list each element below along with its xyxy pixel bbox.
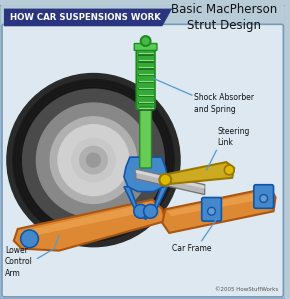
Circle shape — [224, 165, 234, 175]
Polygon shape — [136, 170, 205, 189]
FancyBboxPatch shape — [202, 198, 221, 221]
Polygon shape — [124, 157, 167, 192]
FancyBboxPatch shape — [140, 107, 152, 168]
Circle shape — [134, 205, 148, 218]
Polygon shape — [14, 199, 165, 251]
Polygon shape — [4, 9, 172, 26]
Circle shape — [50, 117, 137, 203]
FancyBboxPatch shape — [136, 48, 155, 109]
Polygon shape — [20, 202, 157, 238]
Polygon shape — [167, 190, 273, 216]
Polygon shape — [124, 187, 167, 219]
Text: Basic MacPherson
Strut Design: Basic MacPherson Strut Design — [171, 3, 278, 32]
Circle shape — [7, 74, 180, 247]
Text: HOW CAR SUSPENSIONS WORK: HOW CAR SUSPENSIONS WORK — [10, 13, 161, 22]
Polygon shape — [162, 188, 276, 233]
Circle shape — [58, 125, 129, 196]
Circle shape — [23, 89, 164, 231]
Circle shape — [160, 174, 171, 186]
FancyBboxPatch shape — [2, 24, 283, 297]
Text: Lower
Control
Arm: Lower Control Arm — [5, 246, 33, 277]
Circle shape — [141, 36, 151, 46]
Circle shape — [13, 80, 174, 241]
Circle shape — [87, 153, 100, 167]
FancyBboxPatch shape — [0, 4, 286, 299]
Circle shape — [80, 146, 107, 174]
Polygon shape — [136, 169, 205, 195]
Polygon shape — [161, 162, 234, 185]
Text: Car Frame: Car Frame — [172, 244, 212, 253]
Text: Shock Absorber
and Spring: Shock Absorber and Spring — [194, 93, 254, 114]
Circle shape — [21, 230, 38, 248]
Circle shape — [72, 138, 115, 182]
FancyBboxPatch shape — [254, 185, 273, 208]
Circle shape — [144, 205, 157, 218]
FancyBboxPatch shape — [134, 44, 157, 51]
Text: ©2005 HowStuffWorks: ©2005 HowStuffWorks — [215, 287, 278, 292]
Text: Steering
Link: Steering Link — [218, 127, 250, 147]
Circle shape — [208, 207, 215, 215]
Circle shape — [260, 195, 268, 202]
Circle shape — [37, 103, 151, 217]
